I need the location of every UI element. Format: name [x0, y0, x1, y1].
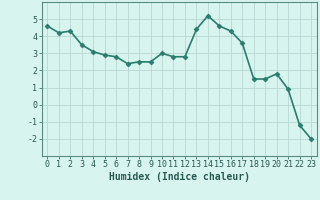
X-axis label: Humidex (Indice chaleur): Humidex (Indice chaleur) [109, 172, 250, 182]
